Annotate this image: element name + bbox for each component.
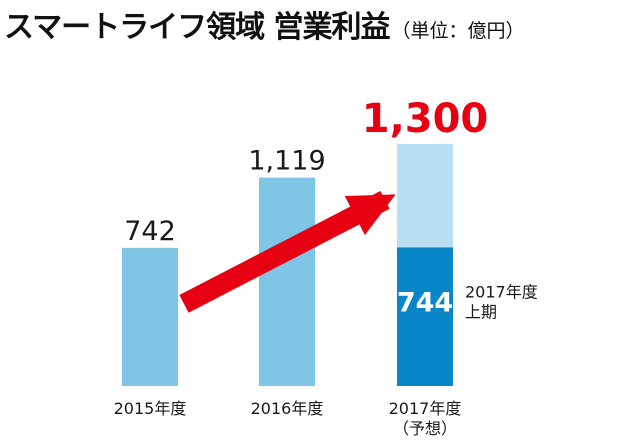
bar-2015 xyxy=(122,247,178,386)
value-label-2016: 1,119 xyxy=(248,146,325,177)
trend-arrow-layer xyxy=(179,191,396,313)
bar-2016 xyxy=(259,177,315,386)
category-sublabel-2017: （予想） xyxy=(393,419,457,438)
segment-legend-label-0: 2017年度上期 xyxy=(465,282,538,321)
chart-title-main: スマートライフ領域 営業利益 xyxy=(4,10,391,45)
value-label-2017: 1,300 xyxy=(362,96,489,142)
trend-arrow xyxy=(179,191,396,313)
segment-legend-line-0: 2017年度 xyxy=(465,282,538,301)
chart-title: スマートライフ領域 営業利益 （単位：億円） xyxy=(4,2,525,46)
bars-layer xyxy=(122,143,453,386)
category-label-2015: 2015年度 xyxy=(114,399,187,418)
chart-unit-label: （単位：億円） xyxy=(391,20,525,42)
category-label-2017: 2017年度 xyxy=(389,399,462,418)
segment-value-label-0: 744 xyxy=(397,287,453,318)
segment-legend-line-1: 上期 xyxy=(465,302,497,321)
value-label-2015: 742 xyxy=(124,216,176,247)
category-label-2016: 2016年度 xyxy=(251,399,324,418)
segment-bar-0 xyxy=(397,247,453,386)
